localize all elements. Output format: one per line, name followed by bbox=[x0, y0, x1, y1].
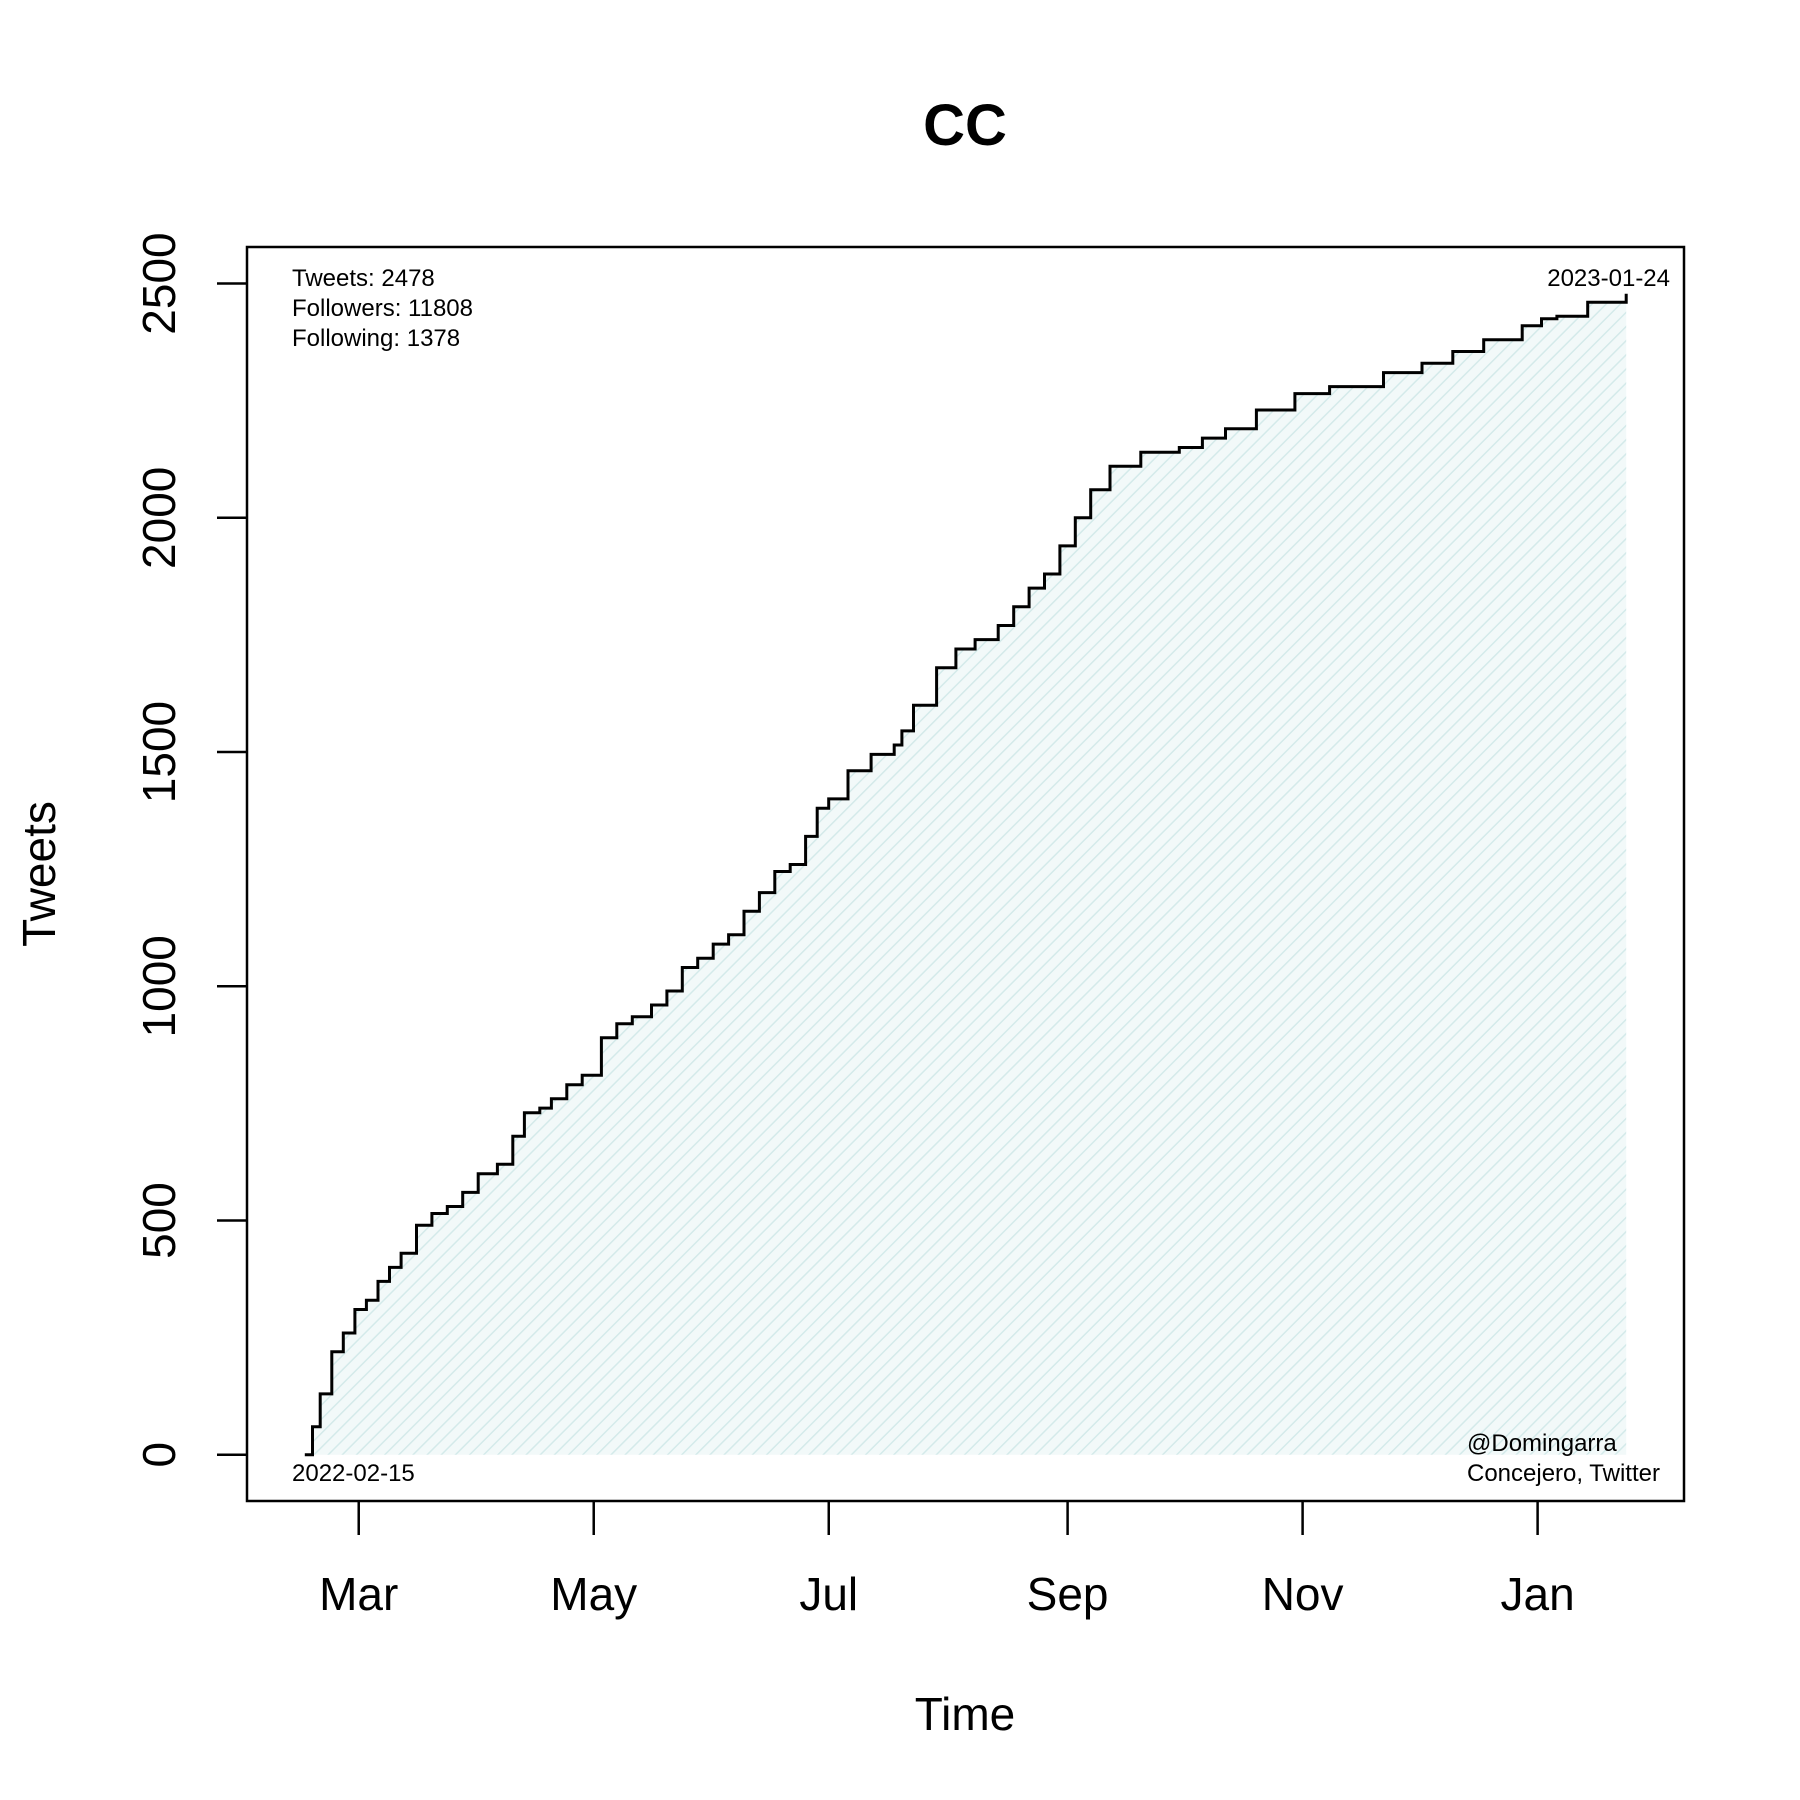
followers-count-annotation: Followers: 11808 bbox=[292, 295, 473, 322]
chart-title: CC bbox=[923, 93, 1007, 158]
x-tick-label: Jul bbox=[799, 1568, 858, 1620]
y-tick-label: 1500 bbox=[133, 701, 185, 803]
x-tick-label: Sep bbox=[1027, 1568, 1109, 1620]
x-tick-label: Mar bbox=[319, 1568, 398, 1620]
x-axis-label: Time bbox=[915, 1688, 1016, 1740]
credit-source-annotation: Concejero, Twitter bbox=[1467, 1460, 1660, 1487]
plot-frame bbox=[245, 245, 1686, 1503]
x-tick-label: May bbox=[550, 1568, 637, 1620]
x-tick-label: Nov bbox=[1262, 1568, 1344, 1620]
y-axis-label: Tweets bbox=[13, 801, 65, 947]
cumulative-area bbox=[304, 293, 1627, 1455]
y-tick-label: 500 bbox=[133, 1182, 185, 1259]
x-axis: Mar May Jul Sep Nov Jan bbox=[319, 1501, 1575, 1620]
y-tick-label: 0 bbox=[133, 1442, 185, 1468]
following-count-annotation: Following: 1378 bbox=[292, 325, 460, 352]
x-tick-label: Jan bbox=[1501, 1568, 1575, 1620]
end-date-annotation: 2023-01-24 bbox=[1547, 265, 1670, 292]
y-tick-label: 2500 bbox=[133, 232, 185, 334]
y-tick-label: 2000 bbox=[133, 467, 185, 569]
credit-handle-annotation: @Domingarra bbox=[1467, 1430, 1617, 1457]
cumulative-line bbox=[304, 293, 1628, 1457]
start-date-annotation: 2022-02-15 bbox=[292, 1460, 415, 1487]
y-axis: 0 500 1000 1500 2000 2500 bbox=[133, 232, 247, 1468]
tweets-count-annotation: Tweets: 2478 bbox=[292, 265, 435, 292]
y-tick-label: 1000 bbox=[133, 935, 185, 1037]
